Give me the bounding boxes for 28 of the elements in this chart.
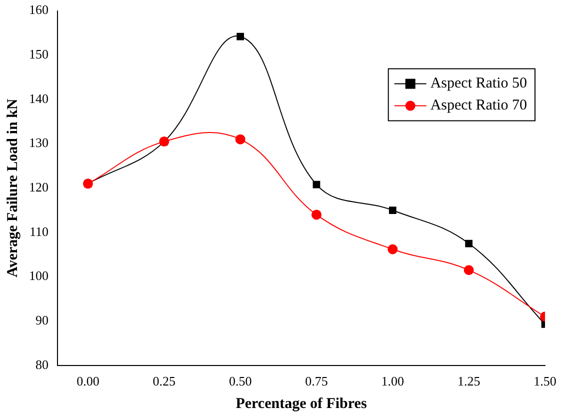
x-tick-label: 1.25 bbox=[457, 374, 480, 389]
y-tick-label: 120 bbox=[29, 180, 48, 195]
y-tick-label: 150 bbox=[29, 46, 48, 62]
x-tick-label: 1.00 bbox=[381, 374, 404, 389]
y-axis-title: Average Failure Load in kN bbox=[4, 98, 21, 278]
point bbox=[464, 265, 474, 276]
point bbox=[236, 32, 244, 40]
y-tick-label: 110 bbox=[29, 224, 48, 239]
point bbox=[235, 134, 246, 144]
point bbox=[312, 180, 320, 188]
x-axis-title: Percentage of Fibres bbox=[236, 396, 367, 412]
x-tick-label: 0.50 bbox=[228, 374, 252, 389]
y-tick-label: 80 bbox=[36, 356, 48, 372]
x-tick-label: 0.75 bbox=[305, 374, 328, 389]
point bbox=[311, 210, 322, 220]
x-tick-label: 1.50 bbox=[534, 374, 556, 389]
x-tick-label: 0.25 bbox=[152, 374, 176, 389]
point bbox=[388, 244, 398, 254]
legend-label: Aspect Ratio 50 bbox=[430, 76, 528, 92]
y-tick-label: 160 bbox=[29, 2, 48, 18]
x-tick-label: 0.00 bbox=[76, 374, 100, 389]
legend-label: Aspect Ratio 70 bbox=[430, 98, 528, 114]
y-tick-label: 100 bbox=[29, 268, 48, 284]
y-tick-label: 130 bbox=[29, 135, 48, 150]
point bbox=[388, 206, 396, 214]
y-tick-label: 140 bbox=[29, 90, 48, 106]
y-tick-label: 90 bbox=[36, 312, 48, 328]
point bbox=[465, 240, 473, 248]
